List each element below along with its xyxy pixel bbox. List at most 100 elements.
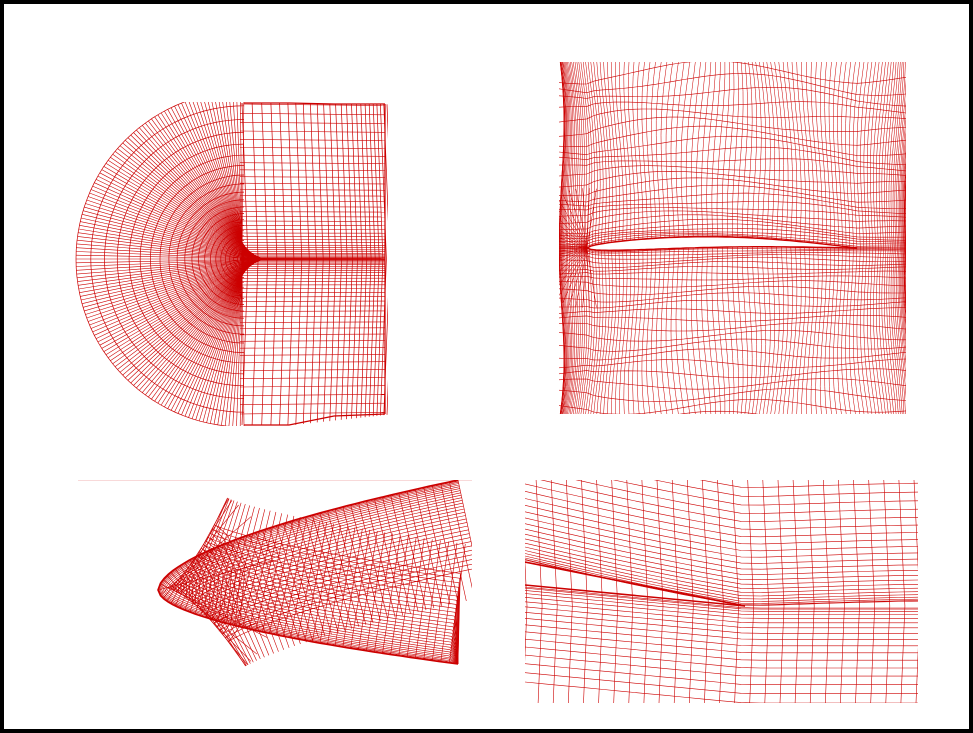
mesh-line — [124, 261, 256, 379]
mesh-line — [873, 247, 883, 414]
mesh-line — [696, 247, 707, 414]
mesh-line — [235, 509, 266, 626]
mesh-line — [559, 399, 906, 414]
mesh-line — [229, 102, 244, 256]
mesh-line — [580, 247, 590, 414]
mesh-line — [876, 247, 886, 414]
mesh-line — [563, 62, 569, 249]
mesh-line — [239, 103, 386, 106]
mesh-line — [582, 188, 588, 249]
mesh-line — [211, 102, 246, 256]
mesh-line — [159, 174, 245, 344]
mesh-line — [262, 514, 288, 632]
mesh-line — [199, 262, 247, 421]
mesh-line — [236, 102, 243, 256]
mesh-line — [374, 498, 404, 616]
mesh-line — [607, 62, 617, 242]
mesh-line — [239, 211, 386, 213]
mesh-line — [218, 102, 245, 256]
mesh-line — [449, 481, 472, 589]
mesh-line — [184, 562, 247, 666]
mesh-line — [89, 260, 261, 326]
mesh-line — [582, 249, 593, 414]
mesh-line — [525, 672, 918, 694]
mesh-line — [262, 530, 301, 645]
mesh-line — [189, 559, 249, 665]
mesh-line — [913, 480, 918, 703]
mesh-line — [685, 247, 696, 414]
mesh-line — [312, 514, 346, 631]
mesh-line — [239, 189, 386, 191]
mesh-line — [525, 533, 918, 581]
mesh-line — [559, 73, 906, 96]
mesh-line — [626, 480, 634, 703]
mesh-line — [358, 502, 389, 620]
mesh-line — [239, 154, 386, 157]
mesh-line — [559, 170, 906, 188]
mesh-line — [774, 62, 784, 241]
mesh-line — [699, 480, 918, 488]
mesh-line — [130, 261, 255, 384]
mesh-line — [766, 246, 776, 414]
mesh-line — [632, 249, 640, 414]
mesh-line — [239, 333, 386, 336]
mesh-line — [122, 261, 256, 376]
mesh-line — [770, 246, 780, 414]
mesh-line — [559, 247, 588, 286]
mesh-line — [717, 480, 724, 703]
mesh-line — [239, 340, 386, 342]
mesh-line — [179, 505, 464, 665]
mesh-line — [334, 527, 356, 646]
mesh-line — [228, 262, 244, 426]
mesh-line — [295, 103, 303, 425]
mesh-line — [905, 181, 906, 249]
mesh-line — [646, 62, 652, 239]
mesh-line — [716, 247, 726, 414]
mesh-line — [304, 522, 327, 641]
mesh-line — [576, 62, 585, 249]
mesh-line — [525, 590, 918, 612]
mesh-line — [575, 189, 588, 249]
mesh-line — [897, 78, 906, 249]
mesh-line — [290, 521, 326, 637]
mesh-line — [525, 546, 918, 593]
mesh-line — [112, 154, 258, 258]
airfoil-mesh — [559, 62, 906, 414]
mesh-line — [398, 493, 427, 611]
mesh-line — [670, 62, 679, 238]
mesh-line — [881, 62, 892, 249]
mesh-line — [732, 246, 739, 414]
mesh-line — [525, 559, 918, 606]
mesh-line — [239, 169, 386, 171]
mesh-line — [565, 247, 571, 414]
mesh-line — [248, 534, 290, 648]
mesh-line — [90, 260, 261, 329]
mesh-line — [194, 500, 235, 615]
mesh-line — [287, 103, 295, 426]
mesh-line — [350, 529, 371, 649]
mesh-line — [571, 247, 579, 414]
mesh-line — [86, 199, 261, 259]
mesh-line — [838, 480, 845, 703]
mesh-line — [374, 533, 393, 653]
mesh-line — [791, 246, 802, 414]
mesh-line — [636, 249, 644, 414]
mesh-line — [184, 102, 248, 257]
mesh-line — [675, 62, 685, 238]
mesh-line — [559, 62, 566, 249]
trailing-edge-mesh — [525, 480, 918, 703]
mesh-line — [239, 206, 386, 208]
mesh-line — [860, 247, 869, 414]
mesh-line — [568, 62, 575, 249]
mesh-line — [432, 541, 449, 661]
mesh-line — [742, 62, 748, 238]
mesh-line — [807, 480, 815, 703]
mesh-line — [559, 247, 588, 267]
mesh-line — [883, 480, 891, 703]
mesh-line — [90, 189, 261, 258]
mesh-line — [559, 165, 906, 177]
mesh-line — [290, 519, 314, 638]
mesh-line — [92, 260, 260, 333]
mesh-line — [901, 128, 906, 249]
